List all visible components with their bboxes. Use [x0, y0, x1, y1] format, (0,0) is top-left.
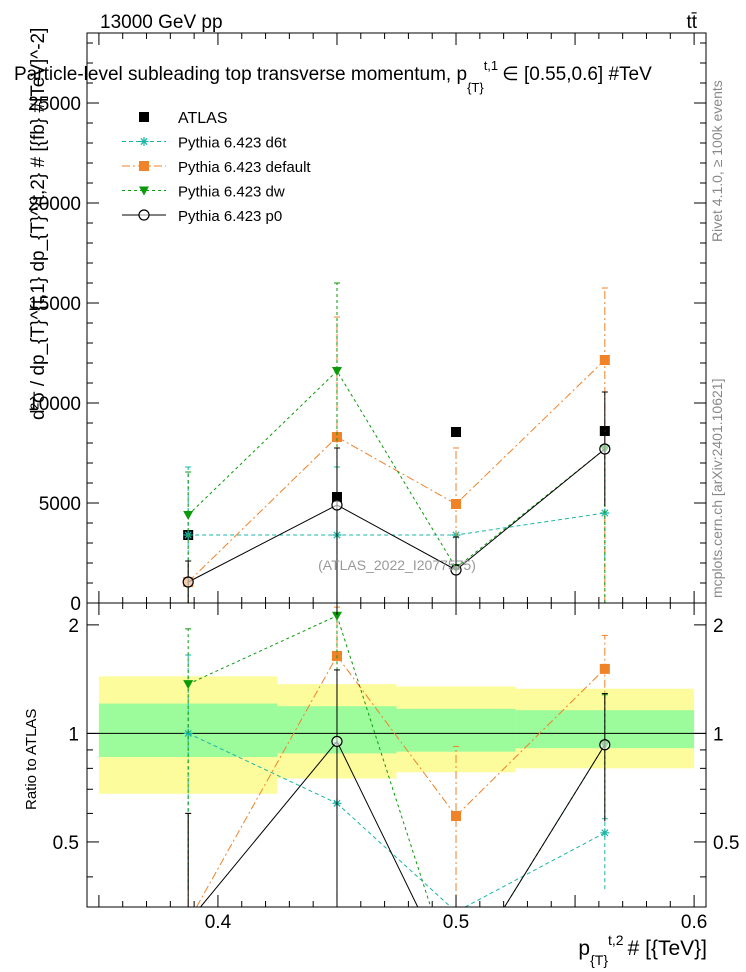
- legend: ATLAS Pythia 6.423 d6t Pythia 6.423 defaul…: [122, 110, 311, 225]
- legend-entry: Pythia 6.423 d6t: [122, 135, 287, 152]
- legend-label: Pythia 6.423 d6t: [178, 135, 287, 152]
- legend-entry: Pythia 6.423 default: [122, 159, 311, 176]
- ratio-line-segment: [187, 615, 338, 685]
- data-point: [183, 511, 194, 520]
- ratio-data-point: [183, 680, 194, 690]
- y-tick-label: 5000: [39, 494, 81, 515]
- energy-label: 13000 GeV pp: [100, 12, 223, 33]
- ratio-data-point: [599, 663, 610, 674]
- ratio-line-segment: [200, 741, 338, 908]
- ratio-line-segment: [336, 741, 419, 908]
- ratio-data-point: [331, 735, 343, 748]
- ratio-line-segment: [336, 802, 452, 908]
- chart-title-tail: ∈ [0.55,0.6] #TeV: [502, 64, 652, 85]
- legend-label: Pythia 6.423 p0: [178, 208, 282, 225]
- ratio-data-point: [183, 728, 193, 738]
- y-tick-label: 20000: [28, 194, 81, 215]
- ratio-ylabel: Ratio to ATLAS: [23, 709, 40, 810]
- chart-title-sub: {T}: [467, 80, 484, 95]
- x-tick-label: 0.4: [205, 912, 232, 933]
- chart-title: Particle-level subleading top transverse…: [14, 58, 652, 95]
- series-pythia-6-423-default: [183, 287, 610, 603]
- data-point: [451, 499, 462, 509]
- ratio-y-tick-label: 1: [68, 724, 79, 745]
- x-tick-label: 0.5: [443, 912, 469, 933]
- legend-marker: [139, 186, 149, 196]
- data-point: [450, 564, 462, 576]
- x-tick-label: 0.6: [681, 912, 707, 933]
- ratio-y-tick-label-right: 0.5: [713, 833, 739, 854]
- ratio-y-tick-label-right: 2: [713, 616, 724, 637]
- series-pythia-6-423-p0: [182, 391, 611, 603]
- ratio-line-segment: [464, 832, 606, 908]
- data-point: [599, 355, 610, 365]
- data-point: [182, 576, 194, 588]
- legend-entry: Pythia 6.423 dw: [122, 184, 285, 201]
- inner-uncertainty-band: [396, 708, 516, 752]
- analysis-watermark: (ATLAS_2022_I2077575): [318, 557, 476, 573]
- series-line: [187, 448, 606, 583]
- process-label: tt̄: [686, 12, 697, 33]
- ratio-series-group: [183, 603, 611, 908]
- main-ylabel: d²σ / dp_{T}^{t,1} dp_{T}^{t,2} # [{fb} …: [28, 28, 49, 420]
- ratio-y-tick-label: 0.5: [53, 833, 79, 854]
- mcplots-label: mcplots.cern.ch [arXiv:2401.10621]: [709, 379, 725, 598]
- data-point: [331, 367, 342, 376]
- ratio-line-segment: [187, 732, 338, 804]
- ratio-series-pythia-6-423-p0: [185, 669, 611, 908]
- y-tick-label: 25000: [28, 94, 81, 115]
- ratio-panel: 0.4 0.5 0.6 0.5 0.5 1 1 2 2 Ratio to ATLAS p{T}t…: [23, 602, 739, 968]
- ratio-data-point: [600, 828, 610, 838]
- x-axis-label-main: p: [578, 937, 590, 960]
- legend-marker: [139, 112, 149, 122]
- legend-label: Pythia 6.423 dw: [178, 184, 285, 201]
- data-point: [599, 443, 611, 455]
- ratio-axis-ticks: 0.4 0.5 0.6 0.5 0.5 1 1 2 2: [53, 603, 739, 933]
- y-tick-label: 15000: [28, 294, 81, 315]
- legend-entry: ATLAS: [139, 110, 228, 127]
- ratio-data-point: [451, 811, 462, 822]
- chart-title-sup: t,1: [484, 58, 498, 73]
- x-axis-label: p{T}t,2 # [{TeV}]: [578, 932, 707, 968]
- ratio-line-segment: [455, 668, 606, 817]
- legend-marker: [138, 209, 150, 221]
- legend-label: ATLAS: [178, 110, 228, 127]
- main-series-group: [182, 282, 611, 603]
- main-axis-ticks: 0 5000 10000 15000 20000 25000: [28, 33, 706, 615]
- ratio-y-tick-label-right: 1: [713, 724, 724, 745]
- legend-marker: [139, 161, 149, 171]
- series-pythia-6-423-dw: [183, 282, 610, 603]
- data-point: [331, 499, 343, 511]
- ratio-line-segment: [504, 744, 606, 908]
- x-axis-label-sub: {T}: [590, 952, 608, 968]
- series-pythia-6-423-d6t: [183, 466, 610, 603]
- legend-marker: [139, 137, 149, 146]
- data-point: [451, 427, 462, 437]
- series-line: [187, 370, 606, 569]
- rivet-label: Rivet 4.1.0, ≥ 100k events: [709, 80, 725, 242]
- ratio-data-point: [599, 739, 611, 751]
- y-tick-label: 10000: [28, 394, 81, 415]
- ratio-line-segment: [336, 655, 457, 817]
- ratio-data-point: [331, 611, 342, 621]
- series-line: [188, 512, 605, 536]
- series-line: [187, 359, 606, 583]
- x-axis-label-sup: t,2: [608, 932, 624, 948]
- legend-entry: Pythia 6.423 p0: [122, 208, 282, 225]
- y-tick-label: 0: [70, 594, 81, 615]
- ratio-line-segment: [336, 615, 432, 908]
- ratio-frame: [86, 602, 707, 908]
- legend-label: Pythia 6.423 default: [178, 159, 311, 176]
- ratio-y-tick-label: 2: [68, 616, 79, 637]
- series-atlas: [183, 426, 610, 540]
- x-axis-label-tail: # [{TeV}]: [628, 937, 707, 960]
- data-point: [331, 432, 342, 442]
- chart-title-main: Particle-level subleading top transverse…: [14, 64, 467, 85]
- main-panel: 0 5000 10000 15000 20000 25000 (ATLAS_2022_I2…: [14, 28, 707, 615]
